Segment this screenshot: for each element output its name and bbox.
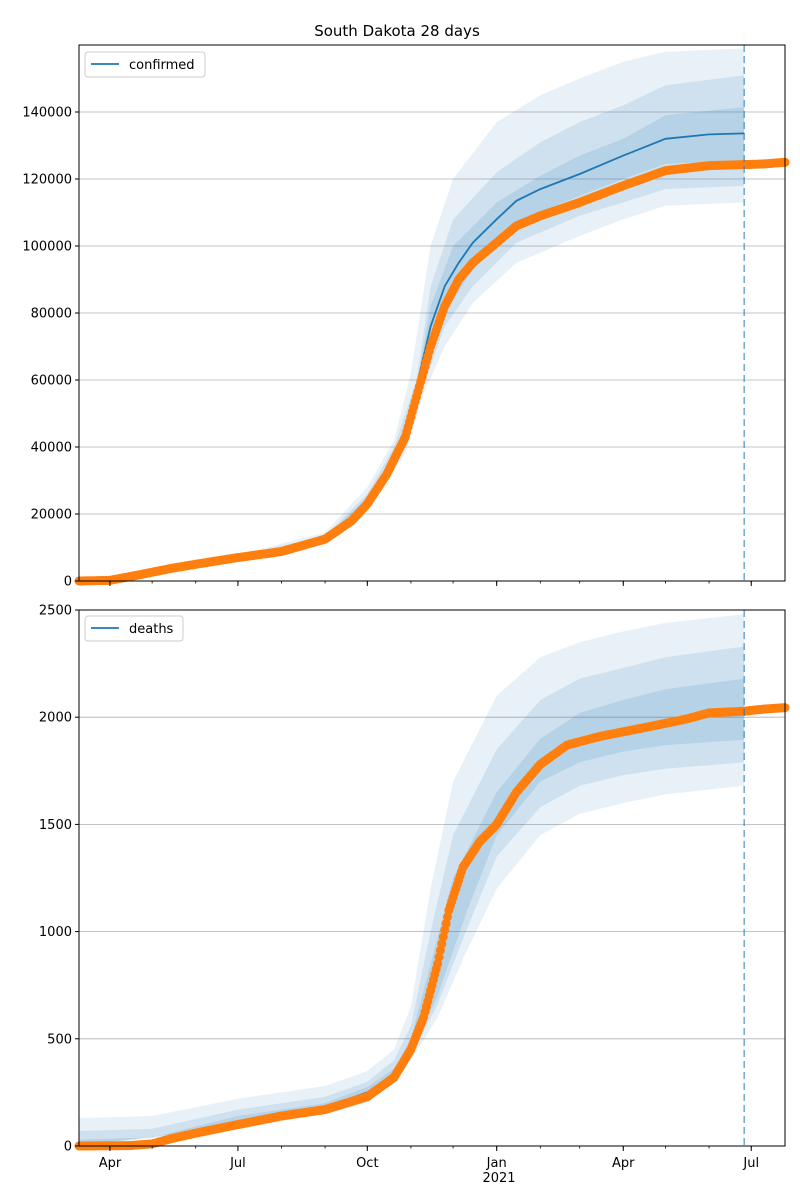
deaths-y-tick-label: 2000 [39, 711, 72, 726]
confirmed-band-1 [79, 48, 745, 581]
deaths-observed-point [437, 939, 447, 949]
deaths-observed-point [440, 925, 450, 935]
confirmed-gridlines [79, 111, 785, 515]
deaths-y-axis: 0 500 1000 1500 2000 2500 [39, 604, 79, 1155]
deaths-observed-point [441, 919, 451, 929]
deaths-y-tick-label: 0 [64, 1140, 72, 1155]
confirmed-y-tick-label: 140000 [22, 106, 72, 121]
deaths-band-1 [79, 614, 745, 1146]
confirmed-y-tick-label: 40000 [31, 441, 72, 456]
confirmed-y-tick-label: 20000 [31, 508, 72, 523]
deaths-x-tick-label: Jul [229, 1156, 246, 1171]
confirmed-axes-frame [78, 44, 786, 582]
deaths-observed-point [438, 932, 448, 942]
confirmed-y-tick-label: 100000 [22, 240, 72, 255]
deaths-x-tick-label: Oct [356, 1156, 378, 1171]
confirmed-band-3 [79, 107, 745, 581]
deaths-x-axis: Apr Jul Oct Jan Apr Jul [99, 1146, 759, 1171]
confirmed-legend: confirmed [84, 51, 206, 78]
deaths-legend-box [84, 615, 184, 642]
deaths-observed-point [435, 945, 445, 955]
confirmed-observed-points [74, 157, 790, 586]
confirmed-y-tick-label: 0 [64, 575, 72, 590]
confirmed-legend-box [84, 51, 206, 78]
confirmed-y-axis: 0 20000 40000 60000 80000 100000 120000 140000 [22, 106, 79, 590]
deaths-y-tick-label: 2500 [39, 604, 72, 619]
deaths-x-tick-label: Jan [486, 1156, 507, 1171]
deaths-observed-point [434, 952, 444, 962]
deaths-observed-point [433, 959, 443, 969]
deaths-y-tick-label: 1500 [39, 818, 72, 833]
deaths-band-2 [79, 646, 745, 1146]
confirmed-y-tick-label: 120000 [22, 173, 72, 188]
deaths-observed-points [74, 703, 790, 1151]
confirmed-panel: 020000400006000080000100000120000140000 … [22, 44, 790, 590]
deaths-x-tick-label: Apr [612, 1156, 635, 1171]
x-axis-year-label: 2021 [482, 1171, 515, 1186]
deaths-legend-label: deaths [129, 622, 174, 637]
confirmed-legend-label: confirmed [129, 58, 195, 73]
deaths-axes-frame [78, 609, 786, 1147]
deaths-x-tick-label: Jul [742, 1156, 759, 1171]
deaths-legend: deaths [84, 615, 184, 642]
confirmed-y-tick-label: 80000 [31, 307, 72, 322]
chart-title: South Dakota 28 days [314, 22, 480, 40]
confirmed-y-tick-label: 60000 [31, 374, 72, 389]
deaths-x-tick-label: Apr [99, 1156, 122, 1171]
deaths-y-tick-label: 1000 [39, 925, 72, 940]
deaths-observed-point [443, 912, 452, 922]
deaths-y-tick-label: 500 [47, 1032, 72, 1047]
